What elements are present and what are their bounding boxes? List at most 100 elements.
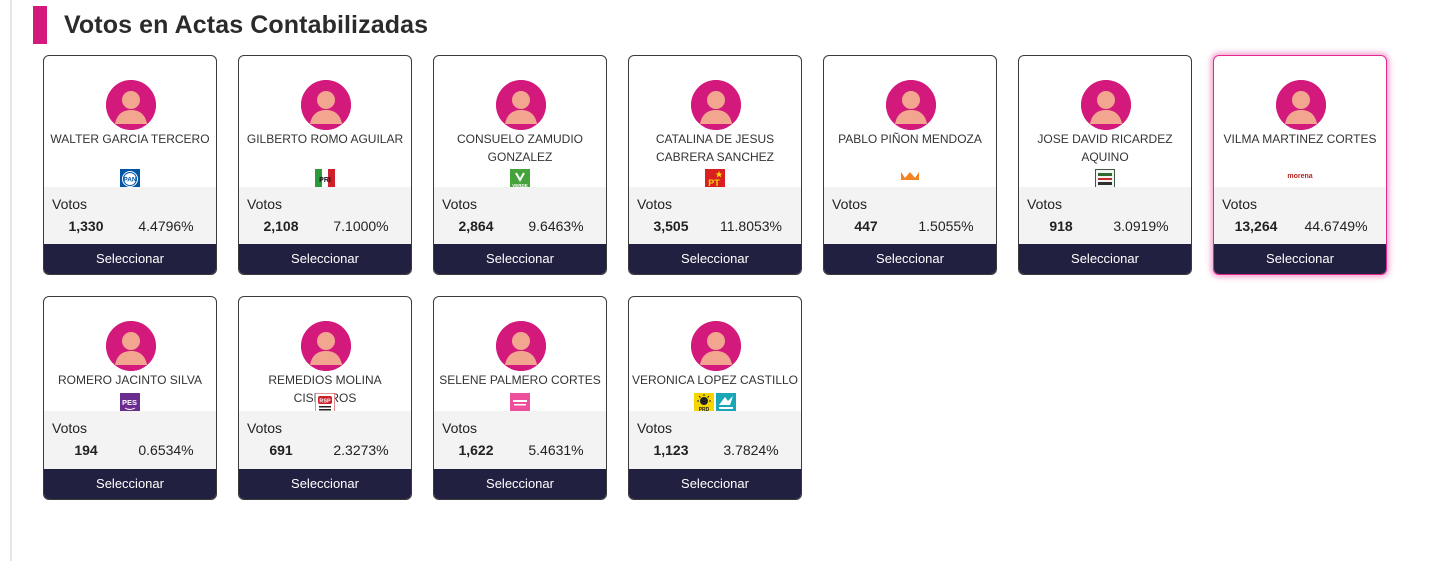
votes-panel: Votos 1,330 4.4796% bbox=[44, 187, 216, 245]
svg-text:RSP: RSP bbox=[319, 399, 331, 405]
votes-count: 1,123 bbox=[653, 442, 689, 458]
votes-label: Votos bbox=[247, 196, 283, 212]
left-border bbox=[10, 0, 12, 561]
movimiento-ciudadano-logo-icon bbox=[824, 169, 996, 183]
votes-panel: Votos 3,505 11.8053% bbox=[629, 187, 801, 245]
candidate-card: CATALINA DE JESUS CABRERA SANCHEZ PT Votos… bbox=[628, 55, 802, 275]
rsp-logo-icon: RSP bbox=[239, 393, 411, 413]
select-button[interactable]: Seleccionar bbox=[434, 469, 606, 499]
select-button[interactable]: Seleccionar bbox=[44, 469, 216, 499]
candidate-name: VERONICA LOPEZ CASTILLO bbox=[631, 373, 799, 387]
votes-panel: Votos 691 2.3273% bbox=[239, 411, 411, 469]
select-button[interactable]: Seleccionar bbox=[239, 244, 411, 274]
votes-label: Votos bbox=[1027, 196, 1063, 212]
pri-logo-icon: PRI bbox=[239, 169, 411, 189]
candidate-avatar-icon bbox=[496, 80, 546, 130]
votes-count: 2,108 bbox=[263, 218, 299, 234]
svg-text:morena: morena bbox=[1287, 173, 1312, 180]
page-title: Votos en Actas Contabilizadas bbox=[64, 10, 429, 39]
candidate-card: VILMA MARTINEZ CORTES morena Votos 13,264 44… bbox=[1213, 55, 1387, 275]
fuerza-mexico-logo-icon bbox=[434, 393, 606, 413]
select-button[interactable]: Seleccionar bbox=[629, 469, 801, 499]
votes-percent: 4.4796% bbox=[138, 218, 194, 234]
candidate-avatar-icon bbox=[886, 80, 936, 130]
select-button[interactable]: Seleccionar bbox=[239, 469, 411, 499]
candidate-name: WALTER GARCIA TERCERO bbox=[50, 132, 210, 146]
votes-count: 13,264 bbox=[1234, 218, 1278, 234]
votes-percent: 9.6463% bbox=[528, 218, 584, 234]
votes-percent: 1.5055% bbox=[918, 218, 974, 234]
svg-text:PRI: PRI bbox=[319, 177, 331, 184]
candidate-avatar-icon bbox=[1081, 80, 1131, 130]
votes-panel: Votos 1,123 3.7824% bbox=[629, 411, 801, 469]
candidate-avatar-icon bbox=[691, 321, 741, 371]
candidate-card: GILBERTO ROMO AGUILAR PRI Votos 2,108 7.1000… bbox=[238, 55, 412, 275]
votes-label: Votos bbox=[442, 420, 478, 436]
votes-count: 2,864 bbox=[458, 218, 494, 234]
candidate-avatar-icon bbox=[301, 321, 351, 371]
votes-percent: 7.1000% bbox=[333, 218, 389, 234]
candidate-name: REMEDIOS MOLINA CISNEROS bbox=[268, 373, 382, 405]
votes-panel: Votos 918 3.0919% bbox=[1019, 187, 1191, 245]
candidate-avatar-icon bbox=[1276, 80, 1326, 130]
select-button[interactable]: Seleccionar bbox=[44, 244, 216, 274]
verde-logo-icon: VERDE bbox=[434, 169, 606, 189]
candidate-avatar-icon bbox=[496, 321, 546, 371]
votes-label: Votos bbox=[52, 420, 88, 436]
select-button[interactable]: Seleccionar bbox=[434, 244, 606, 274]
select-button[interactable]: Seleccionar bbox=[1214, 244, 1386, 274]
votes-label: Votos bbox=[637, 196, 673, 212]
candidate-card: PABLO PIÑON MENDOZA Votos 447 1.5055% Selecc… bbox=[823, 55, 997, 275]
candidate-name: PABLO PIÑON MENDOZA bbox=[838, 132, 982, 146]
partido-local-logo-icon bbox=[1019, 169, 1191, 189]
svg-text:VERDE: VERDE bbox=[512, 183, 528, 188]
votes-percent: 5.4631% bbox=[528, 442, 584, 458]
select-button[interactable]: Seleccionar bbox=[1019, 244, 1191, 274]
candidate-name: VILMA MARTINEZ CORTES bbox=[1223, 132, 1377, 146]
votes-label: Votos bbox=[832, 196, 868, 212]
votes-panel: Votos 447 1.5055% bbox=[824, 187, 996, 245]
candidate-avatar-icon bbox=[301, 80, 351, 130]
votes-panel: Votos 13,264 44.6749% bbox=[1214, 187, 1386, 245]
svg-text:PAN: PAN bbox=[123, 177, 137, 184]
votes-count: 194 bbox=[74, 442, 98, 458]
candidate-name: ROMERO JACINTO SILVA bbox=[57, 373, 203, 387]
select-button[interactable]: Seleccionar bbox=[824, 244, 996, 274]
header-accent-bar bbox=[33, 6, 47, 44]
section-header: Votos en Actas Contabilizadas bbox=[33, 6, 428, 44]
votes-count: 447 bbox=[854, 218, 878, 234]
candidate-name: SELENE PALMERO CORTES bbox=[439, 373, 601, 387]
votes-percent: 0.6534% bbox=[138, 442, 194, 458]
candidate-name: GILBERTO ROMO AGUILAR bbox=[246, 132, 404, 146]
candidate-avatar-icon bbox=[106, 321, 156, 371]
candidate-avatar-icon bbox=[691, 80, 741, 130]
svg-text:PT: PT bbox=[708, 178, 720, 188]
candidate-name: CONSUELO ZAMUDIO GONZALEZ bbox=[456, 132, 583, 164]
votes-label: Votos bbox=[52, 196, 88, 212]
votes-label: Votos bbox=[442, 196, 478, 212]
candidate-card: JOSE DAVID RICARDEZ AQUINO Votos 918 3.0919… bbox=[1018, 55, 1192, 275]
votes-panel: Votos 2,108 7.1000% bbox=[239, 187, 411, 245]
pes-logo-icon: PES bbox=[44, 393, 216, 413]
select-button[interactable]: Seleccionar bbox=[629, 244, 801, 274]
candidate-avatar-icon bbox=[106, 80, 156, 130]
votes-count: 918 bbox=[1049, 218, 1073, 234]
candidate-card: REMEDIOS MOLINA CISNEROSRSP Votos 691 2.327… bbox=[238, 296, 412, 500]
votes-percent: 3.7824% bbox=[723, 442, 779, 458]
pan-logo-icon: PAN bbox=[44, 169, 216, 189]
votes-label: Votos bbox=[247, 420, 283, 436]
votes-percent: 11.8053% bbox=[719, 218, 782, 234]
votes-count: 1,330 bbox=[68, 218, 104, 234]
morena-logo-icon: morena bbox=[1214, 169, 1386, 181]
pt-logo-icon: PT bbox=[629, 169, 801, 189]
votes-panel: Votos 194 0.6534% bbox=[44, 411, 216, 469]
candidate-card: CONSUELO ZAMUDIO GONZALEZ VERDE Votos 2,864… bbox=[433, 55, 607, 275]
votes-panel: Votos 2,864 9.6463% bbox=[434, 187, 606, 245]
votes-percent: 3.0919% bbox=[1113, 218, 1169, 234]
votes-label: Votos bbox=[1222, 196, 1258, 212]
candidate-card: VERONICA LOPEZ CASTILLO PRD Votos 1,123 3.78… bbox=[628, 296, 802, 500]
votes-label: Votos bbox=[637, 420, 673, 436]
votes-count: 691 bbox=[269, 442, 293, 458]
votes-percent: 44.6749% bbox=[1304, 218, 1368, 234]
votes-percent: 2.3273% bbox=[333, 442, 389, 458]
